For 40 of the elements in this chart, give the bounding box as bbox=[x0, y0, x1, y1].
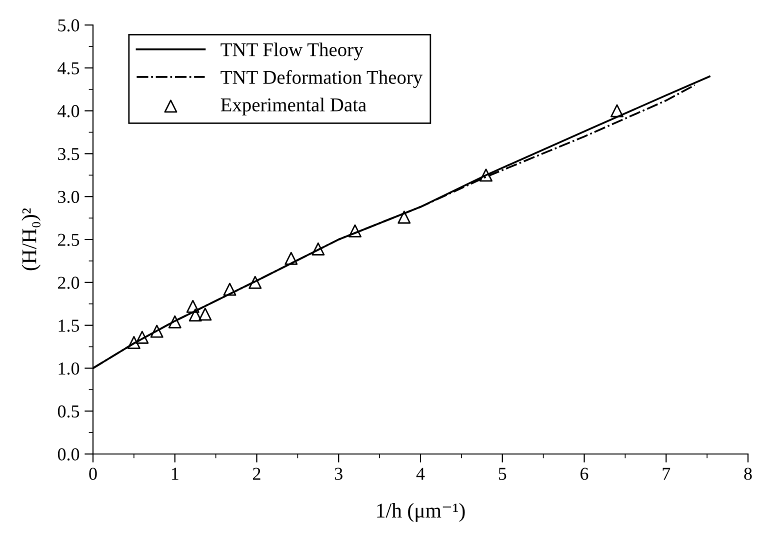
point bbox=[248, 276, 262, 289]
y-tick-label: 2.0 bbox=[58, 276, 80, 289]
point bbox=[150, 324, 164, 338]
legend-label: TNT Flow Theory bbox=[220, 42, 364, 60]
x-axis-title: 1/h (μm⁻¹) bbox=[377, 503, 465, 522]
x-tick-label: 4 bbox=[416, 468, 425, 480]
x-tick-label: 5 bbox=[498, 468, 506, 480]
y-tick-label: 0.0 bbox=[58, 448, 80, 461]
x-tick-label: 1 bbox=[172, 468, 178, 480]
y-tick-label: 0.5 bbox=[58, 405, 80, 418]
y-tick-label: 2.5 bbox=[58, 234, 80, 246]
x-tick-label: 7 bbox=[662, 468, 670, 480]
x-tick-label: 8 bbox=[744, 468, 752, 480]
point bbox=[284, 252, 298, 265]
point bbox=[136, 330, 149, 344]
point bbox=[610, 104, 624, 118]
point bbox=[479, 168, 493, 182]
point bbox=[188, 308, 202, 322]
y-tick-label: 5.0 bbox=[58, 19, 80, 32]
point bbox=[312, 242, 325, 256]
x-tick-label: 2 bbox=[253, 468, 260, 480]
y-axis-title: (H/H₀)² bbox=[22, 208, 41, 270]
point bbox=[198, 308, 212, 321]
point bbox=[168, 315, 182, 328]
y-tick-label: 4.0 bbox=[58, 105, 80, 118]
point bbox=[186, 300, 200, 313]
y-tick-label: 3.5 bbox=[58, 148, 80, 160]
point bbox=[348, 224, 362, 238]
y-tick-label: 1.0 bbox=[58, 362, 80, 375]
legend-label: TNT Deformation Theory bbox=[220, 70, 423, 88]
legend-label: Experimental Data bbox=[220, 98, 366, 116]
point bbox=[223, 282, 236, 296]
point bbox=[127, 336, 140, 349]
y-tick-label: 4.5 bbox=[58, 62, 80, 74]
x-tick-label: 3 bbox=[334, 468, 342, 480]
y-tick-label: 1.5 bbox=[58, 320, 80, 332]
x-tick-label: 0 bbox=[89, 468, 97, 480]
x-tick-label: 6 bbox=[580, 468, 588, 480]
point bbox=[398, 210, 411, 224]
y-tick-label: 3.0 bbox=[58, 190, 80, 204]
